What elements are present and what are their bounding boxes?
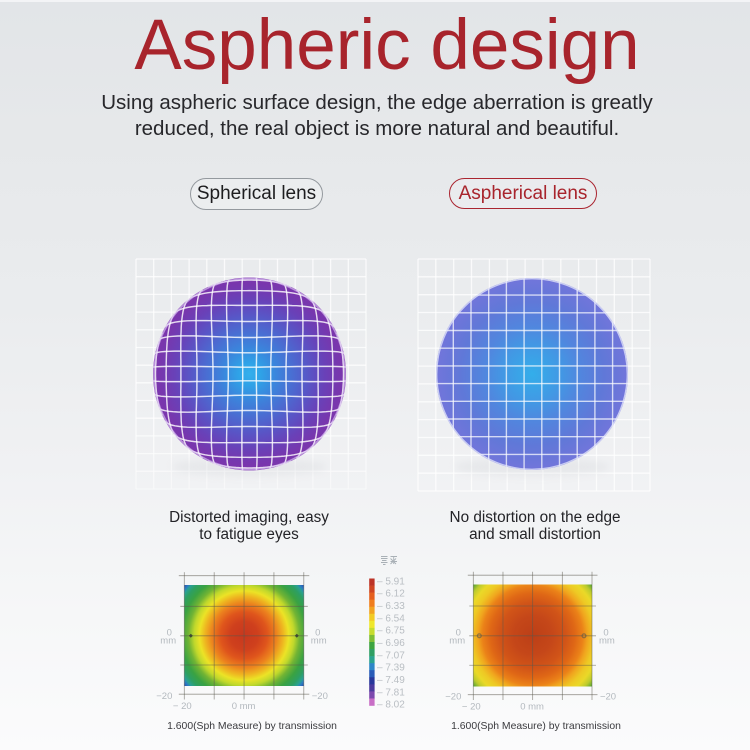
svg-text:– 6.75: – 6.75 [377,626,405,637]
svg-text:mm: mm [599,635,615,646]
svg-text:– 7.81: – 7.81 [377,687,405,698]
svg-text:0: 0 [167,627,172,638]
svg-text:– 7.39: – 7.39 [377,663,405,674]
svg-text:mm: mm [449,635,465,646]
svg-text:−20: −20 [600,692,616,703]
svg-text:−20: −20 [156,691,172,702]
svg-text:– 5.91: – 5.91 [377,576,405,587]
svg-text:mm: mm [160,635,176,646]
svg-text:– 7.07: – 7.07 [377,650,405,661]
svg-text:− 20: − 20 [462,702,481,713]
svg-text:– 8.02: – 8.02 [377,700,405,711]
svg-text:−20: −20 [445,692,461,703]
svg-text:– 6.96: – 6.96 [377,638,405,649]
svg-text:– 6.12: – 6.12 [377,589,405,600]
svg-text:mm: mm [311,635,327,646]
svg-text:– 7.49: – 7.49 [377,675,405,686]
svg-text:− 20: − 20 [173,701,192,712]
svg-text:−20: −20 [312,691,328,702]
svg-text:0: 0 [603,627,608,638]
svg-text:0 mm: 0 mm [232,701,256,712]
svg-text:– 6.54: – 6.54 [377,613,405,624]
svg-text:– 6.33: – 6.33 [377,601,405,612]
svg-text:0 mm: 0 mm [520,702,544,713]
svg-text:0: 0 [456,627,461,638]
svg-text:0: 0 [315,627,320,638]
